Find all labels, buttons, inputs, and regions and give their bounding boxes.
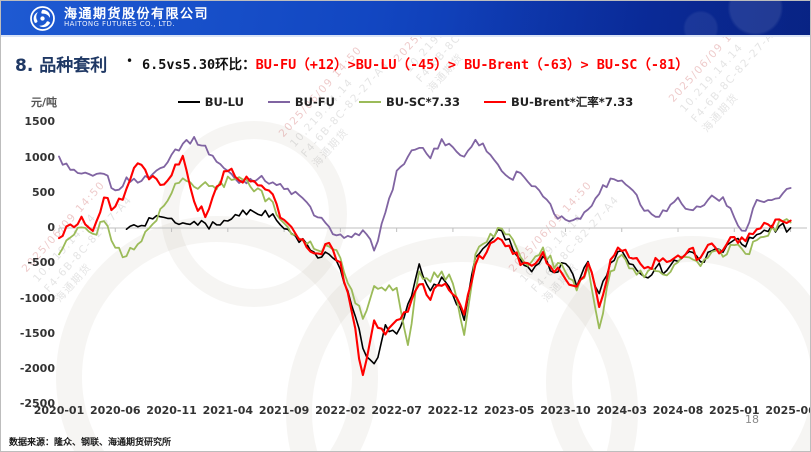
comparison-ranking: BU-FU（+12）>BU-LU（-45）> BU-Brent（-63）> BU… xyxy=(255,57,689,73)
bullet-marker: • xyxy=(126,54,134,68)
legend-label: BU-FU xyxy=(294,95,335,109)
company-name-en: HAITONG FUTURES CO., LTD. xyxy=(64,20,175,29)
comparison-prefix: 6.5vs5.30环比： xyxy=(142,57,256,73)
legend-item-bu-brent: BU-Brent*汇率*7.33 xyxy=(484,94,633,110)
section-title: 8. 品种套利 xyxy=(15,56,108,76)
legend-item-bu-sc: BU-SC*7.33 xyxy=(359,94,460,110)
legend-line-sample xyxy=(177,100,200,104)
series-line-BU-Brent*汇率*7.33 xyxy=(57,154,792,377)
haitong-logo-icon xyxy=(30,5,55,31)
y-axis-unit-label: 元/吨 xyxy=(31,96,58,109)
chart-legend: BU-LU BU-FU BU-SC*7.33 BU-Brent*汇率*7.33 xyxy=(1,94,810,110)
legend-item-bu-fu: BU-FU xyxy=(267,94,335,110)
legend-label: BU-LU xyxy=(204,95,244,109)
comparison-text: 6.5vs5.30环比：BU-FU（+12）>BU-LU（-45）> BU-Br… xyxy=(142,53,689,73)
legend-line-sample xyxy=(359,100,381,104)
legend-line-sample xyxy=(484,100,506,104)
page-number: 18 xyxy=(745,413,759,426)
legend-line-sample xyxy=(267,100,290,104)
legend-item-bu-lu: BU-LU xyxy=(177,94,244,110)
series-line-BU-FU xyxy=(58,136,792,252)
header-band: 海通期货股份有限公司 HAITONG FUTURES CO., LTD. xyxy=(1,1,810,37)
series-line-BU-SC*7.33 xyxy=(58,175,792,346)
series-line-BU-LU xyxy=(125,208,792,365)
legend-label: BU-Brent*汇率*7.33 xyxy=(511,95,634,109)
data-source-note: 数据来源：隆众、钢联、海通期货研究所 xyxy=(9,438,172,448)
legend-label: BU-SC*7.33 xyxy=(386,95,460,109)
company-name-cn: 海通期货股份有限公司 xyxy=(64,6,210,22)
